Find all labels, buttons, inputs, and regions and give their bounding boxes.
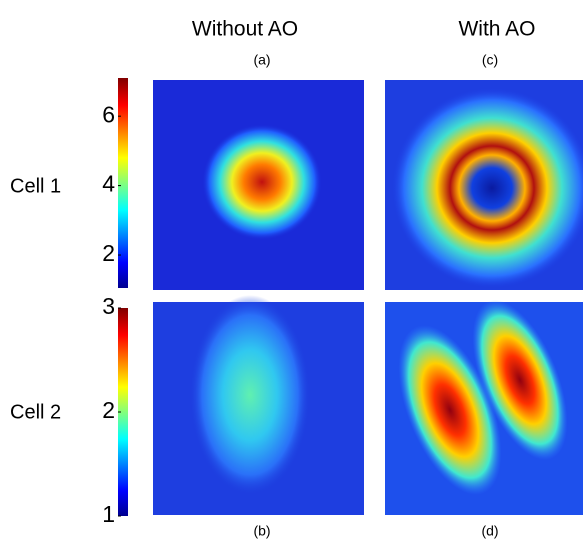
panel-label: (d) bbox=[481, 523, 498, 539]
panel-label: (b) bbox=[253, 523, 270, 539]
panel-label: (c) bbox=[482, 52, 498, 68]
tick-label: 3 bbox=[102, 293, 115, 319]
tick-label: 6 bbox=[102, 101, 115, 127]
heatmap bbox=[153, 80, 364, 290]
heatmap bbox=[385, 299, 583, 515]
panel-label: (a) bbox=[253, 52, 270, 68]
colorbar bbox=[118, 78, 128, 288]
colorbar bbox=[118, 308, 128, 516]
tick-label: 4 bbox=[102, 171, 115, 197]
column-title: Without AO bbox=[192, 18, 298, 41]
tick-label: 1 bbox=[102, 501, 115, 527]
row-label: Cell 2 bbox=[10, 401, 61, 423]
row-label: Cell 1 bbox=[10, 175, 61, 197]
heatmap bbox=[385, 80, 583, 290]
heatmap bbox=[153, 295, 364, 515]
tick-label: 2 bbox=[102, 397, 115, 423]
tick-label: 2 bbox=[102, 240, 115, 266]
column-title: With AO bbox=[458, 18, 535, 41]
